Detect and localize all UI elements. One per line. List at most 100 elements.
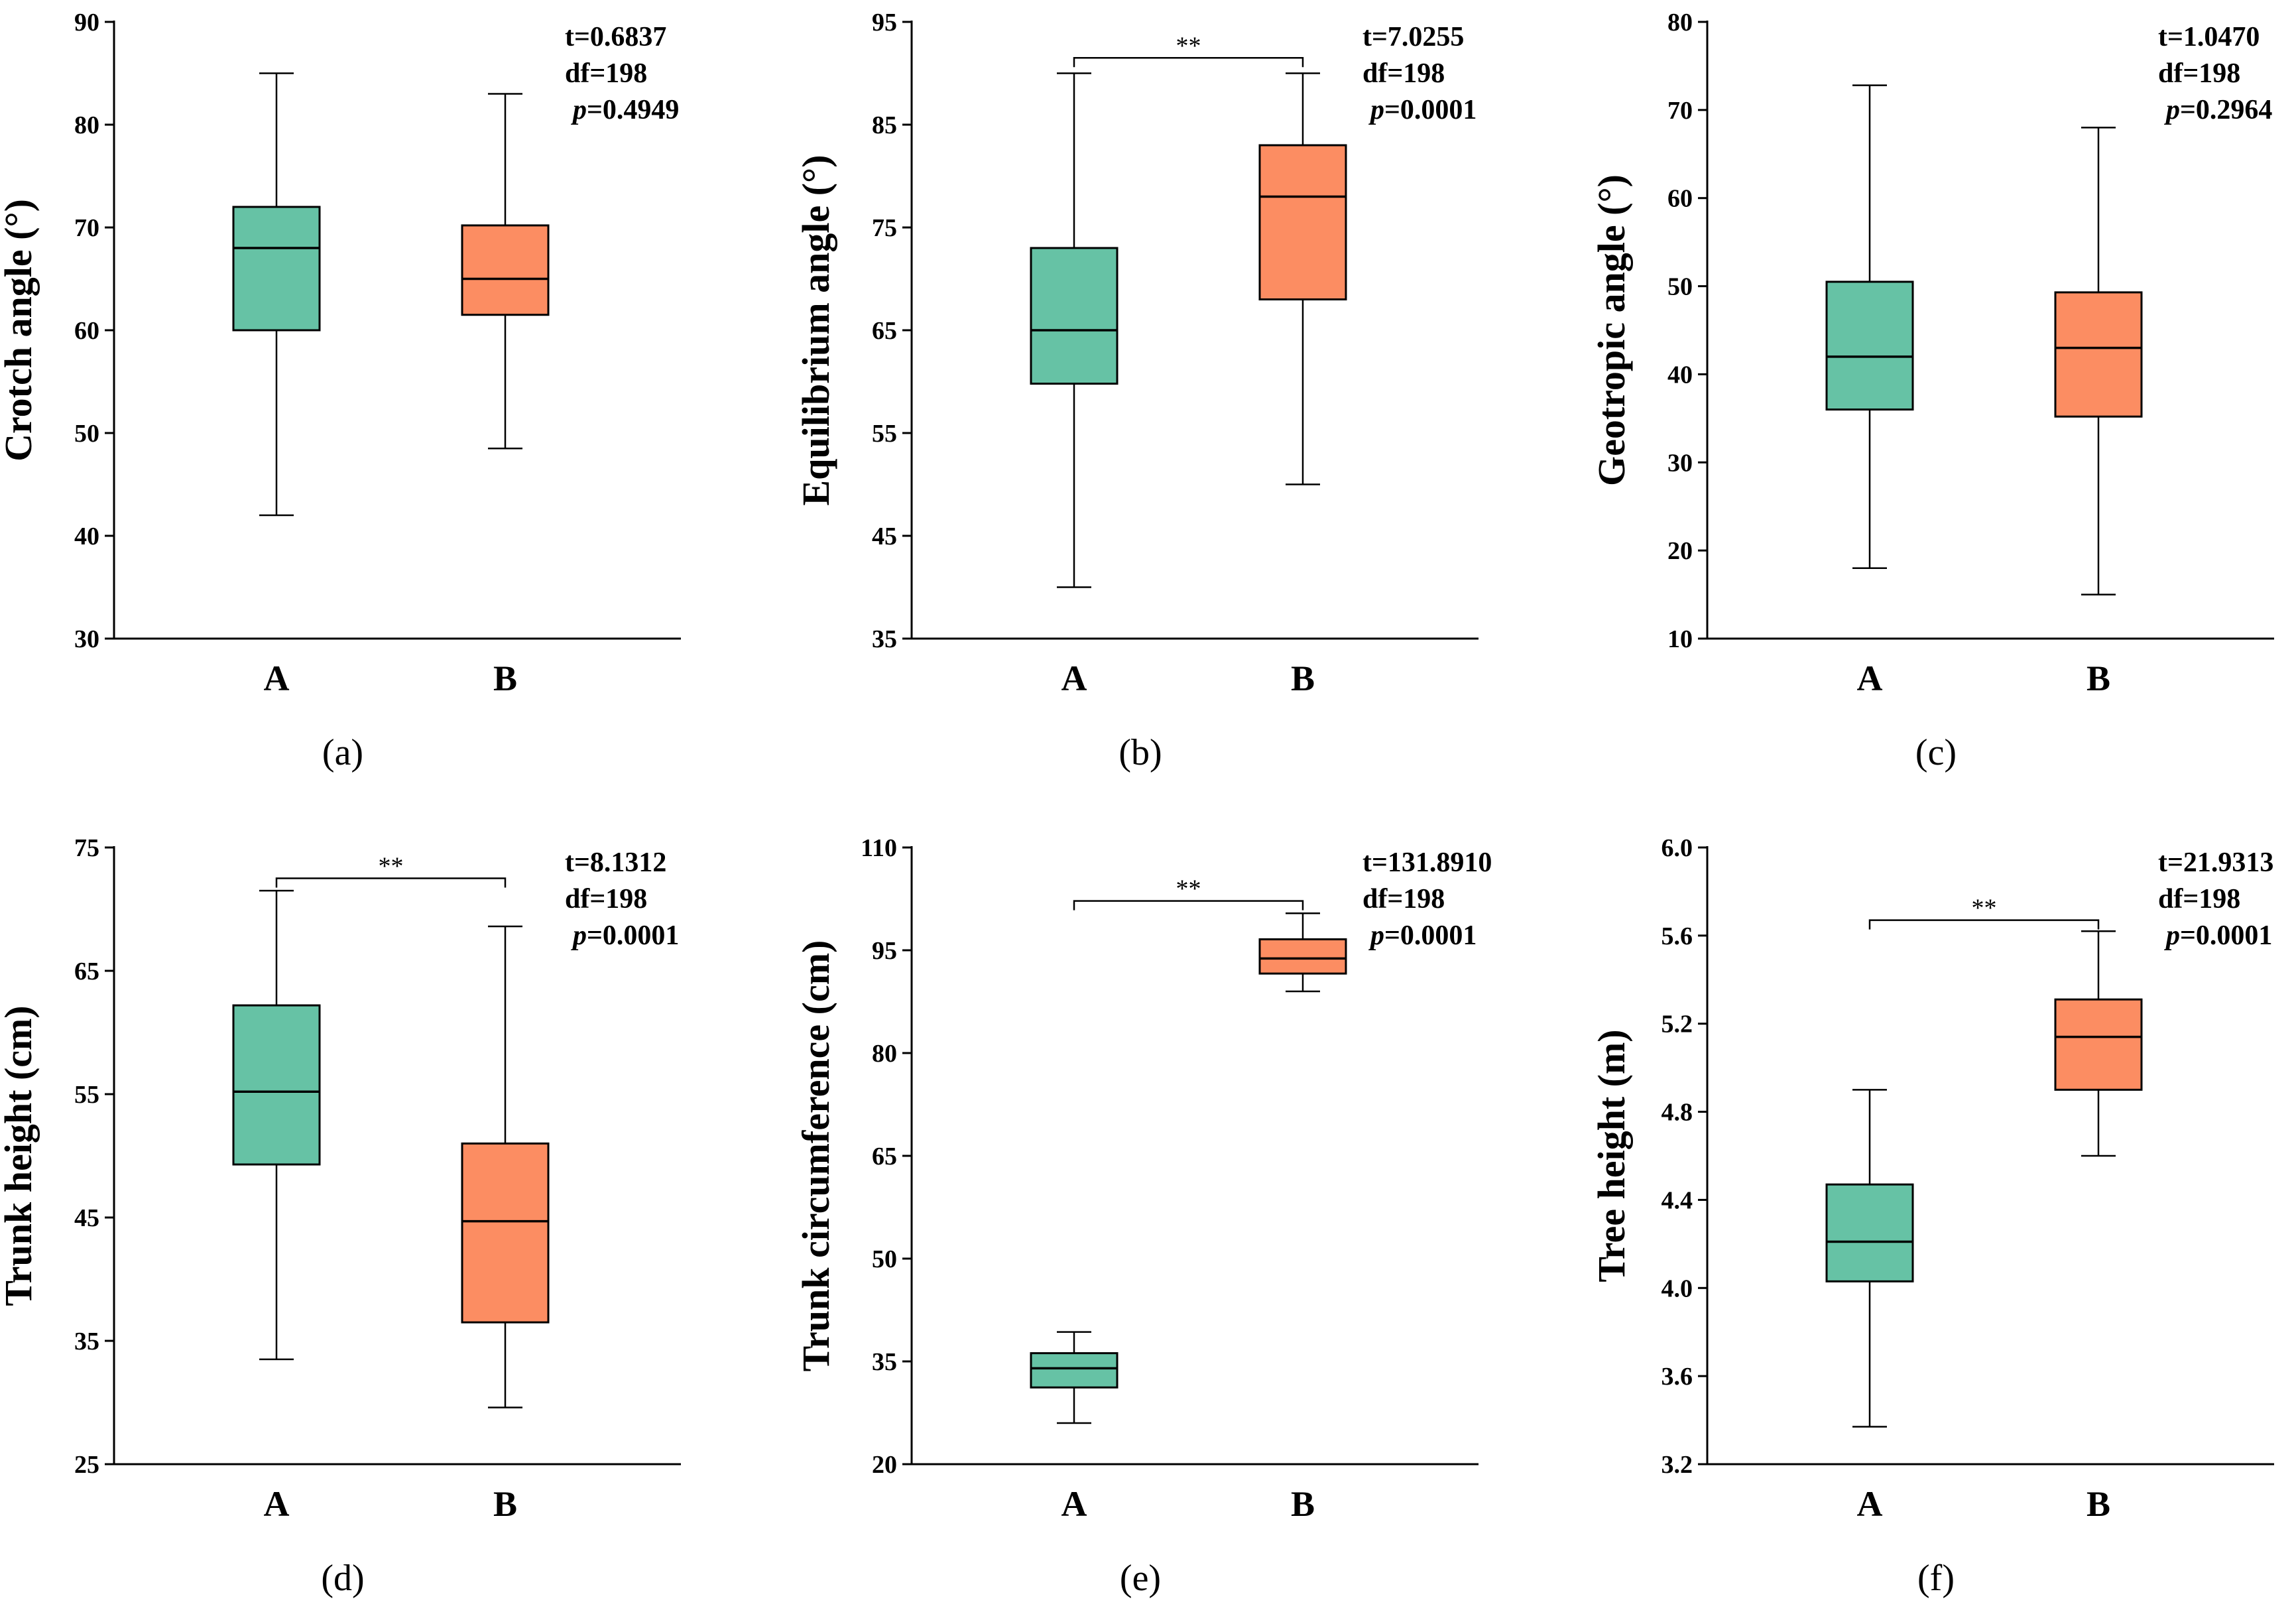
panel-d-ytick-label-0: 25 <box>74 1451 99 1479</box>
panel-c-ytick-label-1: 20 <box>1667 537 1693 565</box>
panel-d-stat-p-symbol: p <box>571 920 587 951</box>
panel-c-ytick-label-5: 60 <box>1667 185 1693 213</box>
panel-c-box-a-iqr <box>1825 281 1914 411</box>
panel-d-stat-t: t=8.1312 <box>565 847 666 878</box>
panel-b: 35 45 55 65 75 85 95 Equilibrium angle (°) A B ** t… <box>794 9 1479 773</box>
panel-d-caption-label: (d) <box>321 1558 364 1599</box>
panel-f-ytick-label-4: 4.8 <box>1662 1099 1693 1127</box>
panel-f-xtick-label-a: A <box>1857 1484 1883 1524</box>
panel-f-box-a-iqr <box>1825 1183 1914 1282</box>
panel-b-box-a-iqr <box>1030 247 1118 385</box>
panel-a-ytick-label-1: 40 <box>74 523 99 550</box>
panel-f-ytick-label-2: 4.0 <box>1662 1275 1693 1302</box>
panel-f-stat-p: p=0.0001 <box>2164 920 2272 951</box>
panel-f-y-title: Tree height (m) <box>1590 1029 1633 1282</box>
panel-d: 25 35 45 55 65 75 Trunk height (cm) A B ** t=8.131… <box>0 834 681 1599</box>
panel-c-stat-p-symbol: p <box>2164 95 2180 125</box>
panel-c-ytick-label-3: 40 <box>1667 361 1693 389</box>
panel-a-xtick-label-a: A <box>264 658 290 698</box>
panel-d-stat-p: p=0.0001 <box>571 920 679 951</box>
panel-c-ytick-label-6: 70 <box>1667 97 1693 125</box>
panel-a-ytick-label-0: 30 <box>74 625 99 653</box>
panel-f-ytick-label-5: 5.2 <box>1662 1011 1693 1038</box>
panel-d-y-title: Trunk height (cm) <box>0 1005 40 1306</box>
panel-d-box-b-iqr <box>461 1142 550 1324</box>
panel-e-y-title: Trunk circumference (cm) <box>794 940 837 1372</box>
panel-b-ytick-label-2: 55 <box>872 420 897 448</box>
panel-f-ytick-label-7: 6.0 <box>1662 834 1693 862</box>
panel-c-y-title: Geotropic angle (°) <box>1590 174 1633 486</box>
panel-e-significance-bracket <box>1073 900 1304 910</box>
panel-d-ytick-label-3: 55 <box>74 1081 99 1109</box>
panel-b-box-b-iqr <box>1258 144 1347 300</box>
panel-e-ytick-label-5: 95 <box>872 937 897 965</box>
panel-e-ytick-label-6: 110 <box>861 834 897 862</box>
panel-f-significance-bracket <box>1868 919 2100 930</box>
panel-c-stat-p-value: =0.2964 <box>2180 95 2272 125</box>
panel-a-stat-p-symbol: p <box>571 95 587 125</box>
panel-a-ytick-label-3: 60 <box>74 317 99 345</box>
panel-e-significance-label: ** <box>1176 875 1201 903</box>
panel-f-ytick-label-1: 3.6 <box>1662 1363 1693 1391</box>
panel-c-box-b-iqr <box>2054 291 2143 418</box>
panel-e-ytick-label-2: 50 <box>872 1245 897 1273</box>
panel-a-stat-p-value: =0.4949 <box>587 95 679 125</box>
panel-d-xtick-label-a: A <box>264 1484 290 1524</box>
panel-d-box-a-iqr <box>232 1004 321 1166</box>
panel-a-caption-label: (a) <box>322 732 363 773</box>
panel-b-significance-bracket <box>1073 57 1304 68</box>
panel-c-stat-df: df=198 <box>2158 58 2240 89</box>
panel-d-ytick-label-1: 35 <box>74 1328 99 1355</box>
panel-a-box-b-iqr <box>461 224 550 316</box>
panel-b-xtick-label-b: B <box>1291 658 1315 698</box>
panel-f-ytick-label-6: 5.6 <box>1662 922 1693 950</box>
panel-e-stat-p-symbol: p <box>1368 920 1384 951</box>
panel-a-y-title: Crotch angle (°) <box>0 199 40 462</box>
panel-a-stat-t: t=0.6837 <box>565 22 666 52</box>
panel-a-xtick-label-b: B <box>493 658 517 698</box>
panel-c-caption-label: (c) <box>1915 732 1957 773</box>
panel-e-stat-df: df=198 <box>1362 884 1445 914</box>
panel-c-stat-t: t=1.0470 <box>2158 22 2260 52</box>
panel-b-xtick-label-a: A <box>1061 658 1087 698</box>
panel-e: 20 35 50 65 80 95 110 Trunk circumference (cm) A… <box>794 834 1492 1599</box>
panel-f-caption-label: (f) <box>1917 1558 1955 1599</box>
panel-f-stat-p-symbol: p <box>2164 920 2180 951</box>
panel-c: 10 20 30 40 50 60 70 80 Geotropic angle (°) A Bt=1… <box>1590 9 2274 773</box>
panel-b-ytick-label-1: 45 <box>872 523 897 550</box>
panel-d-significance-label: ** <box>379 853 404 881</box>
panel-d-stat-df: df=198 <box>565 884 647 914</box>
panel-e-stat-p-value: =0.0001 <box>1384 920 1477 951</box>
panel-f-stat-p-value: =0.0001 <box>2180 920 2272 951</box>
panel-c-stat-p: p=0.2964 <box>2164 95 2272 125</box>
panel-b-stat-p-symbol: p <box>1368 95 1384 125</box>
panel-e-xtick-label-b: B <box>1291 1484 1315 1524</box>
panel-d-ytick-label-4: 65 <box>74 958 99 985</box>
panel-a-ytick-label-5: 80 <box>74 111 99 139</box>
panel-f-box-b-iqr <box>2054 998 2143 1091</box>
panel-c-ytick-label-7: 80 <box>1667 9 1693 36</box>
panel-f-xtick-label-b: B <box>2086 1484 2110 1524</box>
panel-e-xtick-label-a: A <box>1061 1484 1087 1524</box>
panel-e-ytick-label-4: 80 <box>872 1040 897 1068</box>
panel-f: 3.2 3.6 4.0 4.4 4.8 5.2 5.6 6.0 Tree height (m) A… <box>1590 834 2274 1599</box>
panel-c-ytick-label-2: 30 <box>1667 449 1693 477</box>
panel-a-ytick-label-4: 70 <box>74 214 99 242</box>
panel-c-xtick-label-a: A <box>1857 658 1883 698</box>
panel-d-ytick-label-5: 75 <box>74 834 99 862</box>
panel-b-stat-df: df=198 <box>1362 58 1445 89</box>
panel-b-ytick-label-0: 35 <box>872 625 897 653</box>
panel-c-ytick-label-0: 10 <box>1667 625 1693 653</box>
panel-b-ytick-label-6: 95 <box>872 9 897 36</box>
panel-f-ytick-label-3: 4.4 <box>1662 1186 1693 1214</box>
panel-e-stat-p: p=0.0001 <box>1368 920 1477 951</box>
panel-e-ytick-label-0: 20 <box>872 1451 897 1479</box>
panel-e-ytick-label-1: 35 <box>872 1348 897 1376</box>
panel-d-stat-p-value: =0.0001 <box>587 920 679 951</box>
panel-e-box-a-iqr <box>1030 1352 1118 1389</box>
panel-b-y-title: Equilibrium angle (°) <box>794 155 837 505</box>
panel-b-caption-label: (b) <box>1118 732 1162 773</box>
panel-a-stat-df: df=198 <box>565 58 647 89</box>
panel-a-ytick-label-6: 90 <box>74 9 99 36</box>
